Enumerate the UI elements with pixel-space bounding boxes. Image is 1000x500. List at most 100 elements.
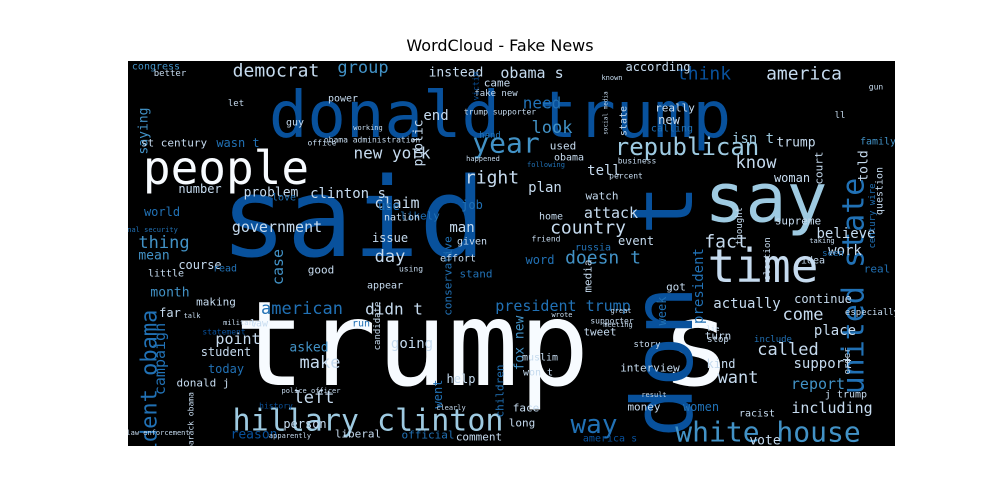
- word-instead: instead: [429, 66, 484, 81]
- word-percent: percent: [609, 172, 643, 181]
- word-long: long: [509, 417, 536, 430]
- word-used: used: [550, 140, 577, 153]
- word-clearly: clearly: [436, 404, 466, 412]
- word-today: today: [208, 362, 244, 376]
- word-believe: believe: [816, 226, 875, 242]
- word-didn-t: didn t: [365, 300, 423, 319]
- word-law: law: [250, 319, 269, 330]
- word-including: including: [791, 399, 872, 417]
- word-children: children: [494, 365, 507, 418]
- word-stand: stand: [459, 268, 492, 281]
- word-love: love: [272, 193, 296, 204]
- word-mean: mean: [138, 249, 169, 264]
- word-trump: trump: [776, 136, 815, 151]
- word-victim: victim: [472, 71, 481, 100]
- word-appear: appear: [367, 281, 403, 292]
- word-statement: statement: [202, 328, 246, 337]
- word-happened: happened: [466, 155, 500, 163]
- word-month: month: [150, 286, 189, 301]
- word-making: making: [196, 296, 236, 309]
- word-trump-supporter: trump supporter: [464, 108, 536, 117]
- word-american: american: [261, 299, 343, 319]
- word-report: report: [791, 375, 845, 393]
- word-little: little: [148, 269, 184, 280]
- word-right: right: [465, 168, 519, 189]
- word-won-t: won t: [523, 368, 553, 379]
- word-make: make: [300, 353, 341, 373]
- word-order: order: [843, 347, 853, 375]
- word-president: president: [691, 248, 707, 324]
- word-good: good: [308, 264, 335, 277]
- word-barack-obama: barack obama: [187, 392, 196, 446]
- word-racist: racist: [739, 409, 775, 420]
- word-white-house: white house: [675, 416, 860, 447]
- word-military: military: [223, 319, 257, 327]
- word-problem: problem: [244, 186, 299, 201]
- word-official: official: [402, 429, 455, 442]
- word-liberal: liberal: [335, 428, 381, 441]
- word-president-obama: president obama: [138, 310, 163, 446]
- word-st-century: st century: [141, 137, 208, 150]
- word-interview: interview: [620, 362, 680, 375]
- word-support: support: [793, 356, 852, 372]
- word-thing: thing: [138, 233, 189, 253]
- word-let: let: [228, 99, 244, 109]
- word-country: country: [550, 218, 626, 239]
- word-national-security: national security: [128, 226, 178, 234]
- word-come: come: [783, 305, 824, 325]
- word-face: face: [513, 402, 540, 415]
- word-person: person: [283, 417, 326, 431]
- word-group: group: [337, 61, 388, 78]
- word-republican: republican: [615, 133, 760, 161]
- word-man: man: [449, 220, 474, 236]
- word-said: said: [221, 154, 486, 282]
- word-campaign: campaign: [151, 323, 169, 395]
- word-tell: tell: [587, 163, 621, 179]
- word-woman: woman: [774, 171, 810, 185]
- word-donald-j: donald j: [177, 377, 230, 390]
- word-clinton-s: clinton s: [310, 186, 386, 202]
- word-president-trump: president trump: [495, 297, 630, 315]
- word-conservative: conservative: [442, 236, 455, 315]
- word-business: business: [618, 157, 657, 166]
- word-america: america: [766, 64, 842, 85]
- word-think: think: [677, 64, 731, 85]
- word-police-officer: police officer: [281, 387, 340, 395]
- word-question: question: [875, 167, 886, 215]
- word-saying: saying: [137, 108, 152, 155]
- word-issue: issue: [372, 231, 408, 245]
- word-work: work: [828, 243, 862, 259]
- word-office: office: [308, 139, 337, 148]
- word-government: government: [232, 218, 322, 236]
- word-family: family: [860, 137, 895, 148]
- word-doesn-t: doesn t: [565, 248, 641, 269]
- word-using: using: [399, 265, 423, 274]
- word-obama: obama: [554, 153, 584, 164]
- word-going: going: [391, 336, 433, 352]
- word-people: people: [143, 141, 309, 195]
- word-asked: asked: [289, 341, 328, 356]
- word-trump-s: trump s: [234, 275, 731, 413]
- word-thought: thought: [735, 207, 745, 245]
- word-actually: actually: [713, 296, 780, 312]
- word-don-t: don t: [614, 185, 712, 438]
- word-say: say: [705, 160, 828, 239]
- word-number: number: [178, 182, 221, 196]
- word-wrote: wrote: [551, 311, 572, 319]
- word-day: day: [375, 247, 406, 267]
- word-supporter: supporter: [590, 317, 634, 326]
- word-called: called: [757, 340, 818, 360]
- word-media: media: [582, 259, 595, 292]
- word-case: case: [269, 249, 287, 285]
- word-run: run: [352, 319, 370, 330]
- word-home: home: [539, 212, 563, 223]
- word-apparently: apparently: [269, 432, 311, 440]
- word-world: world: [144, 205, 180, 219]
- word-given: given: [457, 237, 487, 248]
- word-effort: effort: [440, 254, 476, 265]
- word-likely: likely: [400, 210, 440, 223]
- word-end: end: [423, 108, 448, 124]
- word-student: student: [201, 345, 252, 359]
- word-better: better: [154, 69, 187, 79]
